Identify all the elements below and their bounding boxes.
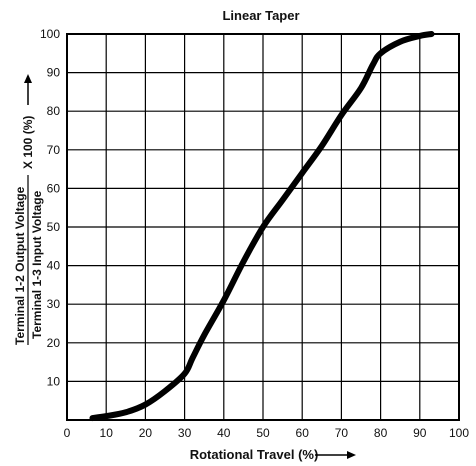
plot-frame [66, 33, 460, 421]
chart-title: Linear Taper [222, 8, 299, 23]
x-tick-label: 90 [413, 426, 427, 440]
x-tick-label: 10 [100, 426, 114, 440]
x-axis-arrow [315, 451, 356, 459]
y-axis-label-denominator: Terminal 1-3 Input Voltage [30, 190, 44, 339]
y-tick-label: 80 [47, 104, 61, 118]
y-tick-label: 40 [47, 259, 61, 273]
y-axis-label: Terminal 1-2 Output Voltage Terminal 1-3… [13, 74, 44, 345]
y-tick-label: 50 [47, 220, 61, 234]
y-tick-label: 60 [47, 181, 61, 195]
series-line-linear-taper [89, 31, 435, 422]
x-tick-label: 50 [256, 426, 270, 440]
x-axis-label: Rotational Travel (%) [190, 447, 319, 462]
y-tick-label: 30 [47, 297, 61, 311]
x-tick-label: 20 [139, 426, 153, 440]
x-tick-label: 40 [217, 426, 231, 440]
y-tick-labels: 10 20 30 40 50 60 70 80 90 100 [40, 27, 60, 388]
x-tick-label: 0 [64, 426, 71, 440]
y-tick-label: 90 [47, 66, 61, 80]
y-axis-arrow [24, 74, 32, 105]
x-tick-label: 80 [374, 426, 388, 440]
y-tick-label: 70 [47, 143, 61, 157]
y-axis-label-numerator: Terminal 1-2 Output Voltage [13, 186, 27, 345]
y-axis-label-multiplier: X 100 (%) [21, 116, 35, 169]
x-tick-label: 100 [449, 426, 469, 440]
x-tick-labels: 0 10 20 30 40 50 60 70 80 90 100 [64, 426, 470, 440]
y-tick-label: 10 [47, 374, 61, 388]
x-tick-label: 70 [335, 426, 349, 440]
y-tick-label: 100 [40, 27, 60, 41]
x-tick-label: 60 [296, 426, 310, 440]
x-tick-label: 30 [178, 426, 192, 440]
y-tick-label: 20 [47, 336, 61, 350]
